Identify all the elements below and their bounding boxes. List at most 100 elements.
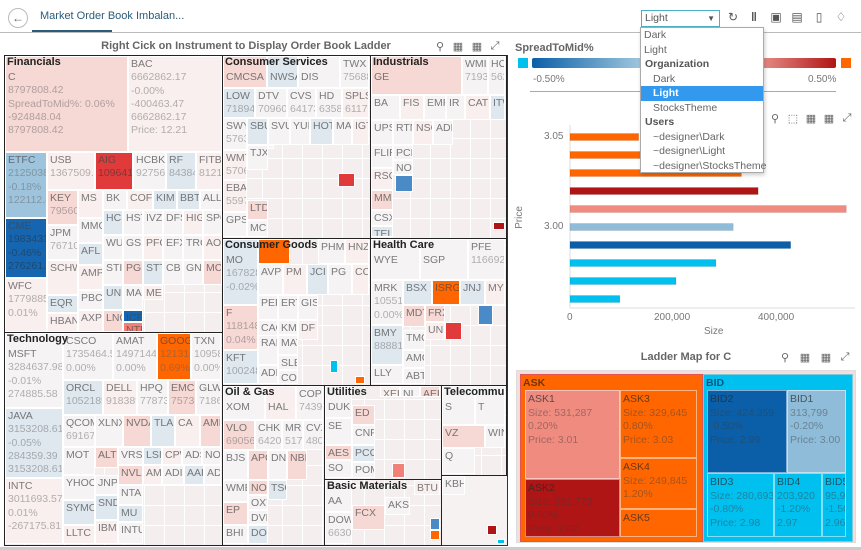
menu-item[interactable]: Light — [644, 43, 667, 56]
treemap-cell[interactable]: CNP — [352, 425, 375, 445]
treemap-cell[interactable]: GOOG1213140.69% — [157, 333, 191, 380]
treemap-cell[interactable]: C 8797808.42 SpreadToMid%: 0.06% -924848.04… — [5, 56, 128, 152]
treemap-cell[interactable]: LTD — [247, 200, 268, 220]
treemap-cell[interactable]: MU — [118, 505, 143, 522]
treemap-cell[interactable]: LUV — [268, 145, 274, 149]
treemap-cell[interactable]: MAT — [278, 335, 298, 355]
treemap-cell[interactable]: CVX4806 — [303, 420, 323, 450]
treemap-cell[interactable]: JNJ — [460, 280, 485, 305]
treemap-cell[interactable]: MS — [78, 190, 103, 218]
treemap-cell[interactable]: COF — [127, 190, 153, 210]
treemap-cell[interactable]: DIS — [298, 56, 340, 88]
treemap-cell[interactable]: BK — [103, 190, 127, 210]
treemap-cell[interactable]: IR — [446, 95, 465, 120]
treemap-cell[interactable]: PM — [283, 264, 307, 295]
treemap-cell[interactable]: HNZ — [345, 239, 369, 264]
treemap-cell[interactable]: NVLS — [118, 465, 143, 485]
treemap-cell[interactable]: INTU — [118, 522, 143, 544]
treemap-cell[interactable]: WIN — [485, 425, 505, 448]
treemap-cell[interactable]: UPS — [371, 120, 393, 145]
treemap-cell[interactable]: WMT5706 — [223, 150, 247, 180]
treemap-cell[interactable] — [392, 463, 405, 478]
excel-export-icon[interactable]: ▦ — [452, 41, 464, 53]
treemap-cell[interactable]: CPW — [162, 447, 182, 465]
treemap-cell[interactable]: TJX — [247, 145, 268, 170]
treemap-cell[interactable]: KIM — [153, 190, 177, 210]
treemap-cell[interactable]: NVDA — [123, 415, 151, 447]
treemap-cell[interactable]: AXP — [78, 310, 103, 332]
treemap-cell[interactable] — [430, 518, 440, 530]
treemap-cell[interactable]: BHI — [223, 525, 248, 544]
treemap-cell[interactable]: CME1983431.-0.46%276261.0 — [5, 218, 47, 278]
treemap-cell[interactable]: ERT — [278, 295, 298, 320]
treemap-cell[interactable]: EFX — [163, 235, 183, 260]
treemap-cell[interactable]: WU — [103, 235, 123, 260]
table-icon[interactable]: ▦ — [823, 113, 835, 125]
treemap-cell[interactable]: COH — [278, 370, 298, 384]
treemap-cell[interactable]: AIG1096417 — [95, 152, 133, 190]
treemap-cell[interactable]: HCBK927560 — [133, 152, 166, 190]
treemap-cell[interactable]: TSC — [268, 480, 287, 500]
treemap-cell[interactable]: T — [475, 386, 505, 425]
treemap-cell[interactable]: AMAT 1497144. 0.00% — [113, 333, 157, 380]
treemap-cell[interactable]: HPQ 77873 — [137, 380, 168, 415]
treemap-cell[interactable]: NOV — [202, 447, 221, 465]
treemap-cell[interactable]: WYE — [371, 239, 420, 280]
treemap-cell[interactable]: XOM — [223, 386, 265, 420]
treemap-cell[interactable]: NO — [393, 160, 413, 175]
treemap-cell[interactable]: SCHW — [47, 260, 78, 295]
treemap-cell[interactable]: BA — [371, 95, 400, 120]
treemap-cell[interactable]: APC — [248, 450, 268, 480]
treemap-cell[interactable]: JCI — [307, 264, 328, 295]
ladder-cell-ask4[interactable]: ASK4 Size: 249,845 1.20% — [620, 458, 697, 509]
search-icon[interactable]: ⚲ — [780, 352, 790, 364]
treemap-cell[interactable]: OXY — [248, 495, 268, 510]
treemap-cell[interactable]: YUM — [290, 118, 310, 145]
treemap-cell[interactable]: YHOO — [63, 475, 95, 500]
treemap-cell[interactable]: DNR — [268, 450, 287, 480]
treemap-cell[interactable]: MA — [123, 285, 143, 310]
back-button[interactable]: ← — [8, 8, 28, 28]
treemap-cell[interactable]: HIG — [183, 210, 203, 235]
treemap-cell[interactable] — [487, 525, 497, 535]
treemap-cell[interactable]: MRK 10551 0.00% — [371, 280, 403, 325]
ladder-cell-bid1[interactable]: BID1 313,799 -0.20% Price: 3.00 — [787, 390, 846, 473]
treemap-cell[interactable]: MMC — [78, 218, 103, 243]
treemap-cell[interactable]: INTC 3011693.57 0.01% -267175.81 — [5, 478, 63, 544]
treemap-cell[interactable]: AMG — [403, 350, 425, 368]
treemap-cell[interactable]: AO — [203, 235, 222, 260]
treemap-cell[interactable]: EBAY5597 — [223, 180, 247, 212]
treemap-cell[interactable]: AAP — [184, 465, 204, 485]
treemap-cell[interactable]: PEP — [258, 295, 278, 320]
treemap-cell[interactable]: CCE — [352, 264, 369, 295]
treemap-cell[interactable]: GIS — [298, 295, 318, 320]
treemap-cell[interactable]: PG — [328, 264, 352, 295]
treemap-cell[interactable]: HON562 — [488, 56, 505, 95]
treemap-cell[interactable]: RTN — [393, 120, 413, 145]
treemap-cell[interactable]: DTV 70960 — [255, 88, 287, 118]
treemap-cell[interactable]: HAL — [265, 386, 296, 420]
treemap-cell[interactable]: NI — [400, 386, 420, 397]
treemap-cell[interactable]: CMCSA — [223, 56, 267, 88]
treemap-cell[interactable]: SWY5763 — [223, 118, 247, 150]
menu-item[interactable]: ~designer\Dark — [653, 130, 725, 143]
treemap-cell[interactable]: FITB81210 — [196, 152, 222, 190]
treemap-cell[interactable]: SBU — [247, 118, 268, 145]
treemap-cell[interactable]: PCF — [393, 145, 413, 160]
treemap-cell[interactable]: FLIR — [371, 145, 393, 168]
treemap-cell[interactable]: NOV — [248, 480, 268, 495]
treemap-cell[interactable]: TRC — [183, 235, 203, 260]
treemap-cell[interactable]: MC — [203, 260, 222, 285]
treemap-cell[interactable]: PBCT — [78, 290, 103, 310]
treemap-cell[interactable]: FIS — [400, 95, 424, 120]
treemap-cell[interactable]: CVS64173 — [287, 88, 316, 118]
treemap-cell[interactable]: VLO 69056 — [223, 420, 255, 450]
treemap-cell[interactable]: JNPR — [95, 475, 118, 495]
treemap-cell[interactable]: CAT — [465, 95, 490, 120]
treemap-cell[interactable] — [355, 376, 365, 384]
treemap-cell[interactable]: POM — [352, 462, 375, 478]
treemap-cell[interactable]: FCX — [352, 505, 385, 530]
treemap-cell[interactable] — [430, 530, 440, 540]
treemap-cell[interactable]: DO — [248, 525, 268, 544]
treemap-cell[interactable]: BMY 88881 — [371, 325, 403, 365]
